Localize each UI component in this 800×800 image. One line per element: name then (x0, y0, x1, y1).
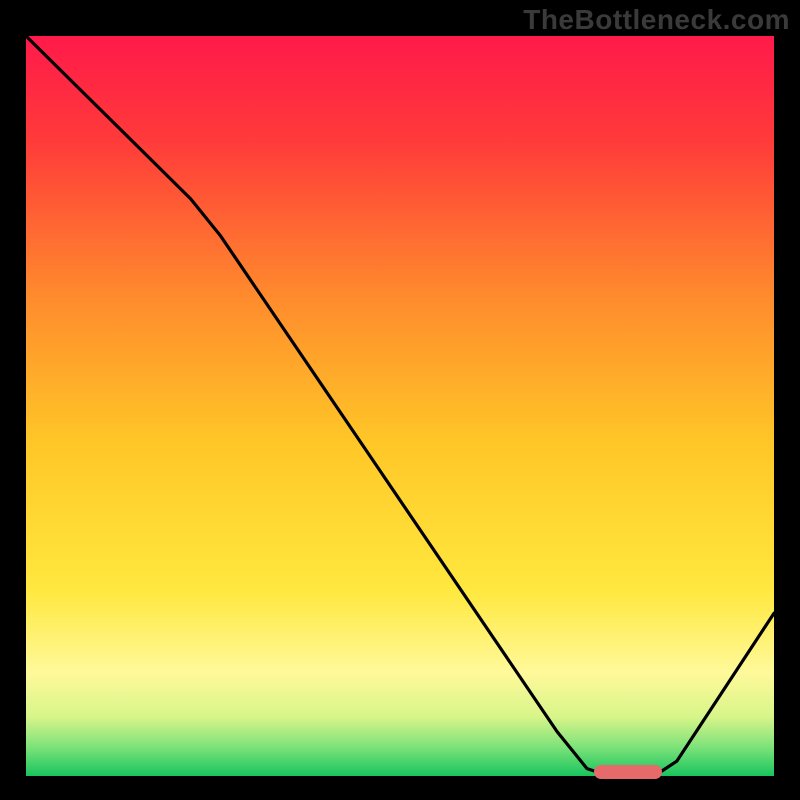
plot-frame (26, 36, 774, 776)
watermark-text: TheBottleneck.com (523, 4, 790, 36)
bottleneck-curve (26, 36, 774, 776)
optimal-range-marker (594, 765, 661, 779)
